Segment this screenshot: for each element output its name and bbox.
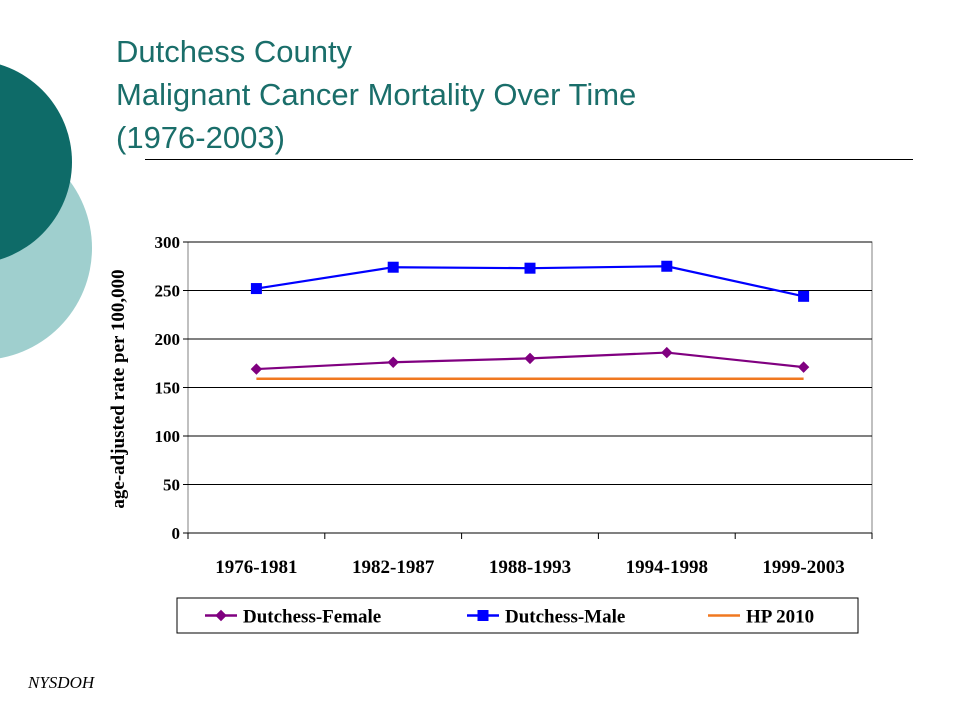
- data-point-dutchess-female: [387, 356, 399, 368]
- y-tick-label: 200: [155, 330, 181, 349]
- data-point-dutchess-female: [661, 346, 673, 359]
- y-axis-label: age-adjusted rate per 100,000: [108, 269, 129, 508]
- x-tick-label: 1976-1981: [215, 557, 297, 578]
- y-tick-label: 300: [155, 233, 181, 252]
- title-line-3: (1976-2003): [116, 120, 285, 155]
- legend-marker: [215, 609, 227, 622]
- data-point-dutchess-male: [524, 262, 536, 274]
- data-point-dutchess-female: [250, 363, 263, 375]
- legend-box: [176, 597, 859, 634]
- y-tick-label: 250: [155, 282, 181, 301]
- slide-title: Dutchess County Malignant Cancer Mortali…: [116, 30, 636, 159]
- title-underline: [145, 159, 913, 160]
- x-tick-label: 1994-1998: [626, 557, 708, 578]
- legend-marker: [477, 610, 489, 621]
- y-tick-label: 0: [172, 524, 181, 543]
- data-point-dutchess-male: [387, 261, 399, 273]
- footer-source: NYSDOH: [28, 673, 95, 692]
- data-point-dutchess-female: [797, 361, 810, 373]
- title-line-1: Dutchess County: [116, 34, 353, 69]
- data-point-dutchess-female: [524, 352, 536, 365]
- legend-label: Dutchess-Female: [243, 607, 381, 628]
- data-point-dutchess-male: [798, 290, 810, 302]
- x-tick-label: 1999-2003: [762, 557, 844, 578]
- data-point-dutchess-male: [250, 283, 262, 295]
- y-tick-label: 100: [155, 427, 181, 446]
- y-tick-label: 150: [155, 379, 181, 398]
- legend-label: Dutchess-Male: [505, 607, 625, 628]
- y-tick-label: 50: [163, 476, 180, 495]
- x-tick-label: 1982-1987: [352, 557, 435, 578]
- x-tick-label: 1988-1993: [489, 557, 571, 578]
- dark-teal-circle: [0, 64, 72, 260]
- data-point-dutchess-male: [661, 260, 673, 272]
- legend-label: HP 2010: [746, 607, 814, 628]
- title-line-2: Malignant Cancer Mortality Over Time: [116, 77, 637, 112]
